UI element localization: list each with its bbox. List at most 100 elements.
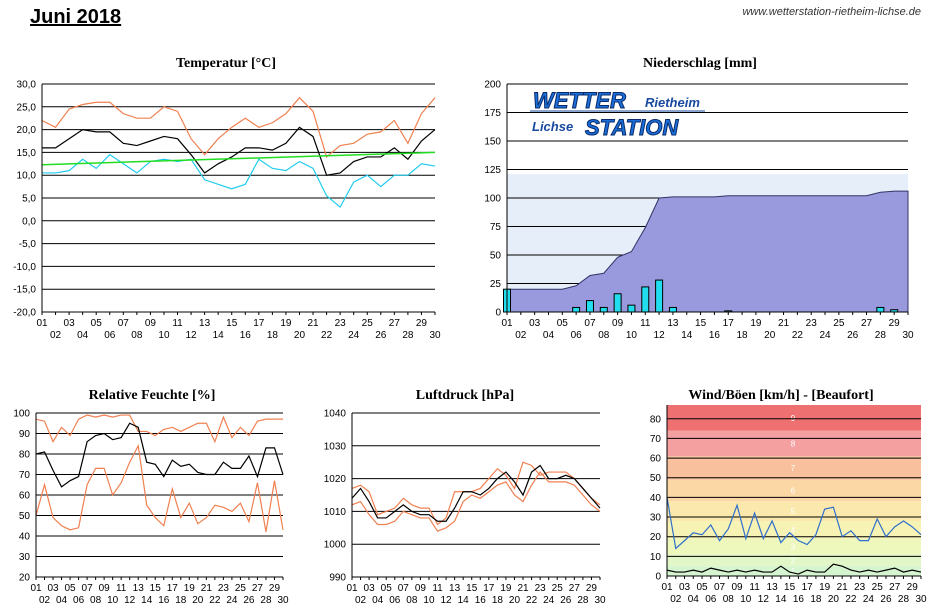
wind-ytick-label: 40 [650, 493, 662, 504]
beaufort-label: 3 [791, 543, 796, 552]
beaufort-band [667, 566, 921, 576]
precipitation-ytick-label: 125 [484, 165, 501, 176]
humidity-xtick-label: 15 [150, 583, 162, 594]
daily-rain-bar [627, 304, 636, 313]
wind-xtick-label: 27 [889, 582, 901, 593]
wind-series-wind [666, 563, 922, 575]
humidity-xtick-label: 05 [65, 583, 77, 594]
pressure-xtick-label: 30 [594, 595, 606, 606]
wind-ytick-label: 20 [650, 532, 662, 543]
wind-plot [666, 497, 922, 575]
precipitation-xtick-label: 12 [654, 330, 666, 341]
humidity-xtick-label: 09 [99, 583, 111, 594]
wind-chart: Wind/Böen [km/h] - [Beaufort] 123456789 … [650, 388, 927, 605]
precipitation-xtick-label: 14 [681, 330, 693, 341]
humidity-ytick-label: 60 [19, 491, 31, 502]
humidity-xtick-label: 01 [30, 583, 42, 594]
wind-xtick-label: 11 [749, 582, 760, 593]
wind-xtick-label: 06 [705, 594, 717, 605]
wind-xtick-label: 03 [679, 582, 691, 593]
temperature-xtick-label: 06 [104, 330, 116, 341]
precipitation-title: Niederschlag [mm] [643, 56, 757, 71]
precipitation-xtick-label: 16 [709, 330, 721, 341]
humidity-xtick-label: 26 [243, 595, 255, 606]
temperature-xtick-label: 03 [64, 318, 76, 329]
beaufort-band [667, 405, 921, 431]
pressure-ytick-label: 1020 [324, 474, 347, 485]
pressure-xtick-label: 18 [492, 595, 504, 606]
pressure-xtick-label: 05 [381, 583, 393, 594]
beaufort-band [667, 554, 921, 567]
precipitation-xtick-label: 27 [861, 318, 873, 329]
temperature-ytick-label: 30,0 [17, 80, 37, 91]
wind-xtick-label: 13 [767, 582, 779, 593]
temperature-ytick-label: 15,0 [17, 148, 37, 159]
temperature-xtick-label: 08 [131, 330, 143, 341]
wind-ytick-label: 0 [655, 572, 661, 583]
precipitation-xtick-label: 30 [902, 330, 914, 341]
wind-title: Wind/Böen [km/h] - [Beaufort] [688, 388, 873, 403]
precipitation-ytick-label: 200 [484, 80, 501, 91]
precipitation-xtick-label: 15 [695, 318, 707, 329]
precipitation-ytick-label: 25 [490, 279, 502, 290]
temperature-axes: 30,0 25,0 20,0 15,0 10,0 5,0 0,0 -5,0 -10,0 -15,0… [13, 80, 441, 342]
humidity-xtick-label: 06 [73, 595, 85, 606]
humidity-ytick-label: 40 [19, 532, 31, 543]
daily-rain-bar [668, 306, 677, 313]
pressure-xtick-label: 09 [415, 583, 427, 594]
temperature-xtick-label: 01 [36, 318, 48, 329]
humidity-ytick-label: 80 [19, 450, 31, 461]
temperature-xtick-label: 15 [226, 318, 238, 329]
humidity-xtick-label: 23 [218, 583, 230, 594]
humidity-ytick-label: 20 [19, 573, 31, 584]
humidity-series-max [35, 414, 283, 444]
daily-rain-bar [876, 306, 885, 313]
humidity-series-mittel [35, 422, 284, 488]
pressure-xtick-label: 28 [577, 595, 589, 606]
site-url[interactable]: www.wetterstation-rietheim-lichse.de [742, 6, 921, 18]
humidity-ytick-label: 100 [13, 409, 30, 420]
wind-xtick-label: 29 [907, 582, 919, 593]
beaufort-label: 7 [791, 464, 796, 473]
pressure-xtick-label: 23 [535, 583, 547, 594]
wind-xtick-label: 12 [758, 594, 770, 605]
humidity-xtick-label: 27 [252, 583, 264, 594]
wind-xtick-label: 22 [845, 594, 857, 605]
precipitation-chart: Niederschlag [mm] 2001751501251007550250… [484, 56, 914, 341]
pressure-ytick-label: 1010 [324, 507, 347, 518]
humidity-series-min [35, 443, 284, 533]
precipitation-ytick-label: 100 [484, 194, 501, 205]
pressure-xtick-label: 20 [509, 595, 521, 606]
precipitation-xtick-label: 07 [584, 318, 596, 329]
temperature-xtick-label: 28 [402, 330, 414, 341]
pressure-xtick-label: 17 [483, 583, 495, 594]
pressure-xtick-label: 22 [526, 595, 538, 606]
pressure-xtick-label: 27 [569, 583, 581, 594]
daily-rain-bar [613, 293, 622, 313]
precipitation-xtick-label: 08 [598, 330, 610, 341]
temperature-plot [41, 96, 436, 209]
beaufort-label: 5 [791, 507, 796, 516]
temperature-series-max [41, 96, 436, 159]
wind-ytick-label: 30 [650, 513, 662, 524]
wind-xtick-label: 15 [784, 582, 796, 593]
temperature-xtick-label: 20 [294, 330, 306, 341]
humidity-xtick-label: 10 [107, 595, 119, 606]
temperature-xtick-label: 17 [253, 318, 265, 329]
cumulative-rain-area [506, 190, 909, 313]
humidity-xtick-label: 29 [269, 583, 281, 594]
pressure-xtick-label: 13 [449, 583, 461, 594]
temperature-title: Temperatur [°C] [176, 56, 276, 71]
temperature-xtick-label: 13 [199, 318, 211, 329]
humidity-ytick-label: 50 [19, 511, 31, 522]
wind-ytick-label: 50 [650, 473, 662, 484]
pressure-xtick-label: 14 [458, 595, 470, 606]
pressure-xtick-label: 12 [441, 595, 453, 606]
precipitation-xtick-label: 25 [833, 318, 845, 329]
temperature-ytick-label: -15,0 [13, 285, 36, 296]
pressure-xtick-label: 11 [432, 583, 443, 594]
humidity-xtick-label: 22 [209, 595, 221, 606]
pressure-xtick-label: 03 [364, 583, 376, 594]
temperature-xtick-label: 02 [50, 330, 62, 341]
wind-xtick-label: 17 [802, 582, 814, 593]
